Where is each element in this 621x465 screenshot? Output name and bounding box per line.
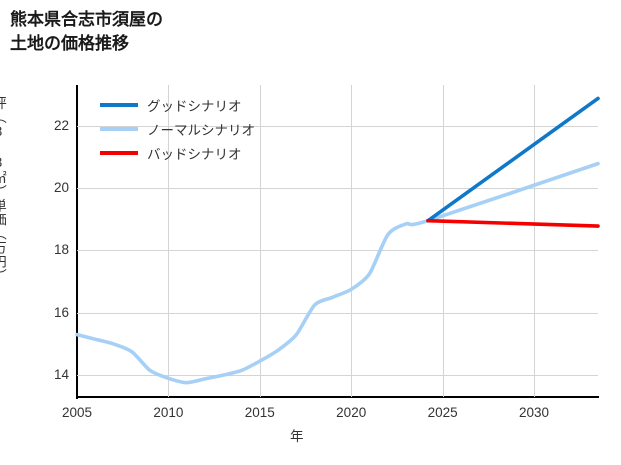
legend-swatch-icon [100,151,138,155]
gridline-vertical [351,85,353,397]
x-tick-label: 2015 [244,405,275,420]
y-tick-label: 20 [53,179,69,195]
x-tick-label: 2005 [61,405,93,420]
x-tick-label: 2020 [336,405,367,420]
legend-item[interactable]: バッドシナリオ [100,141,300,165]
y-tick-label: 14 [53,367,69,383]
x-tick-label: 2025 [427,405,458,420]
legend-item[interactable]: グッドシナリオ [100,93,300,117]
gridline-horizontal [77,250,598,252]
legend-swatch-icon [100,103,138,107]
legend-label: ノーマルシナリオ [147,123,255,138]
legend-label: グッドシナリオ [147,99,242,114]
y-tick-label: 22 [53,117,69,133]
legend-label: バッドシナリオ [147,147,242,162]
gridline-horizontal [77,187,598,189]
gridline-horizontal [77,312,598,314]
x-axis-line [76,396,599,398]
gridline-vertical [442,85,444,397]
x-axis-label: 年 [290,429,304,444]
gridline-horizontal [77,375,598,377]
chart-legend: グッドシナリオ ノーマルシナリオ バッドシナリオ [100,93,300,165]
y-axis-label: 坪（3.3㎡）単価（万円） [0,96,6,283]
gridline-vertical [534,85,536,397]
chart-title: 熊本県合志市須屋の 土地の価格推移 [10,10,163,54]
y-tick-label: 18 [53,242,69,258]
legend-item[interactable]: ノーマルシナリオ [100,117,300,141]
x-tick-label: 2030 [518,405,550,420]
x-tick-label: 2010 [153,405,184,420]
legend-swatch-icon [100,127,138,131]
y-tick-label: 16 [53,304,69,320]
gridline-horizontal [77,125,598,127]
